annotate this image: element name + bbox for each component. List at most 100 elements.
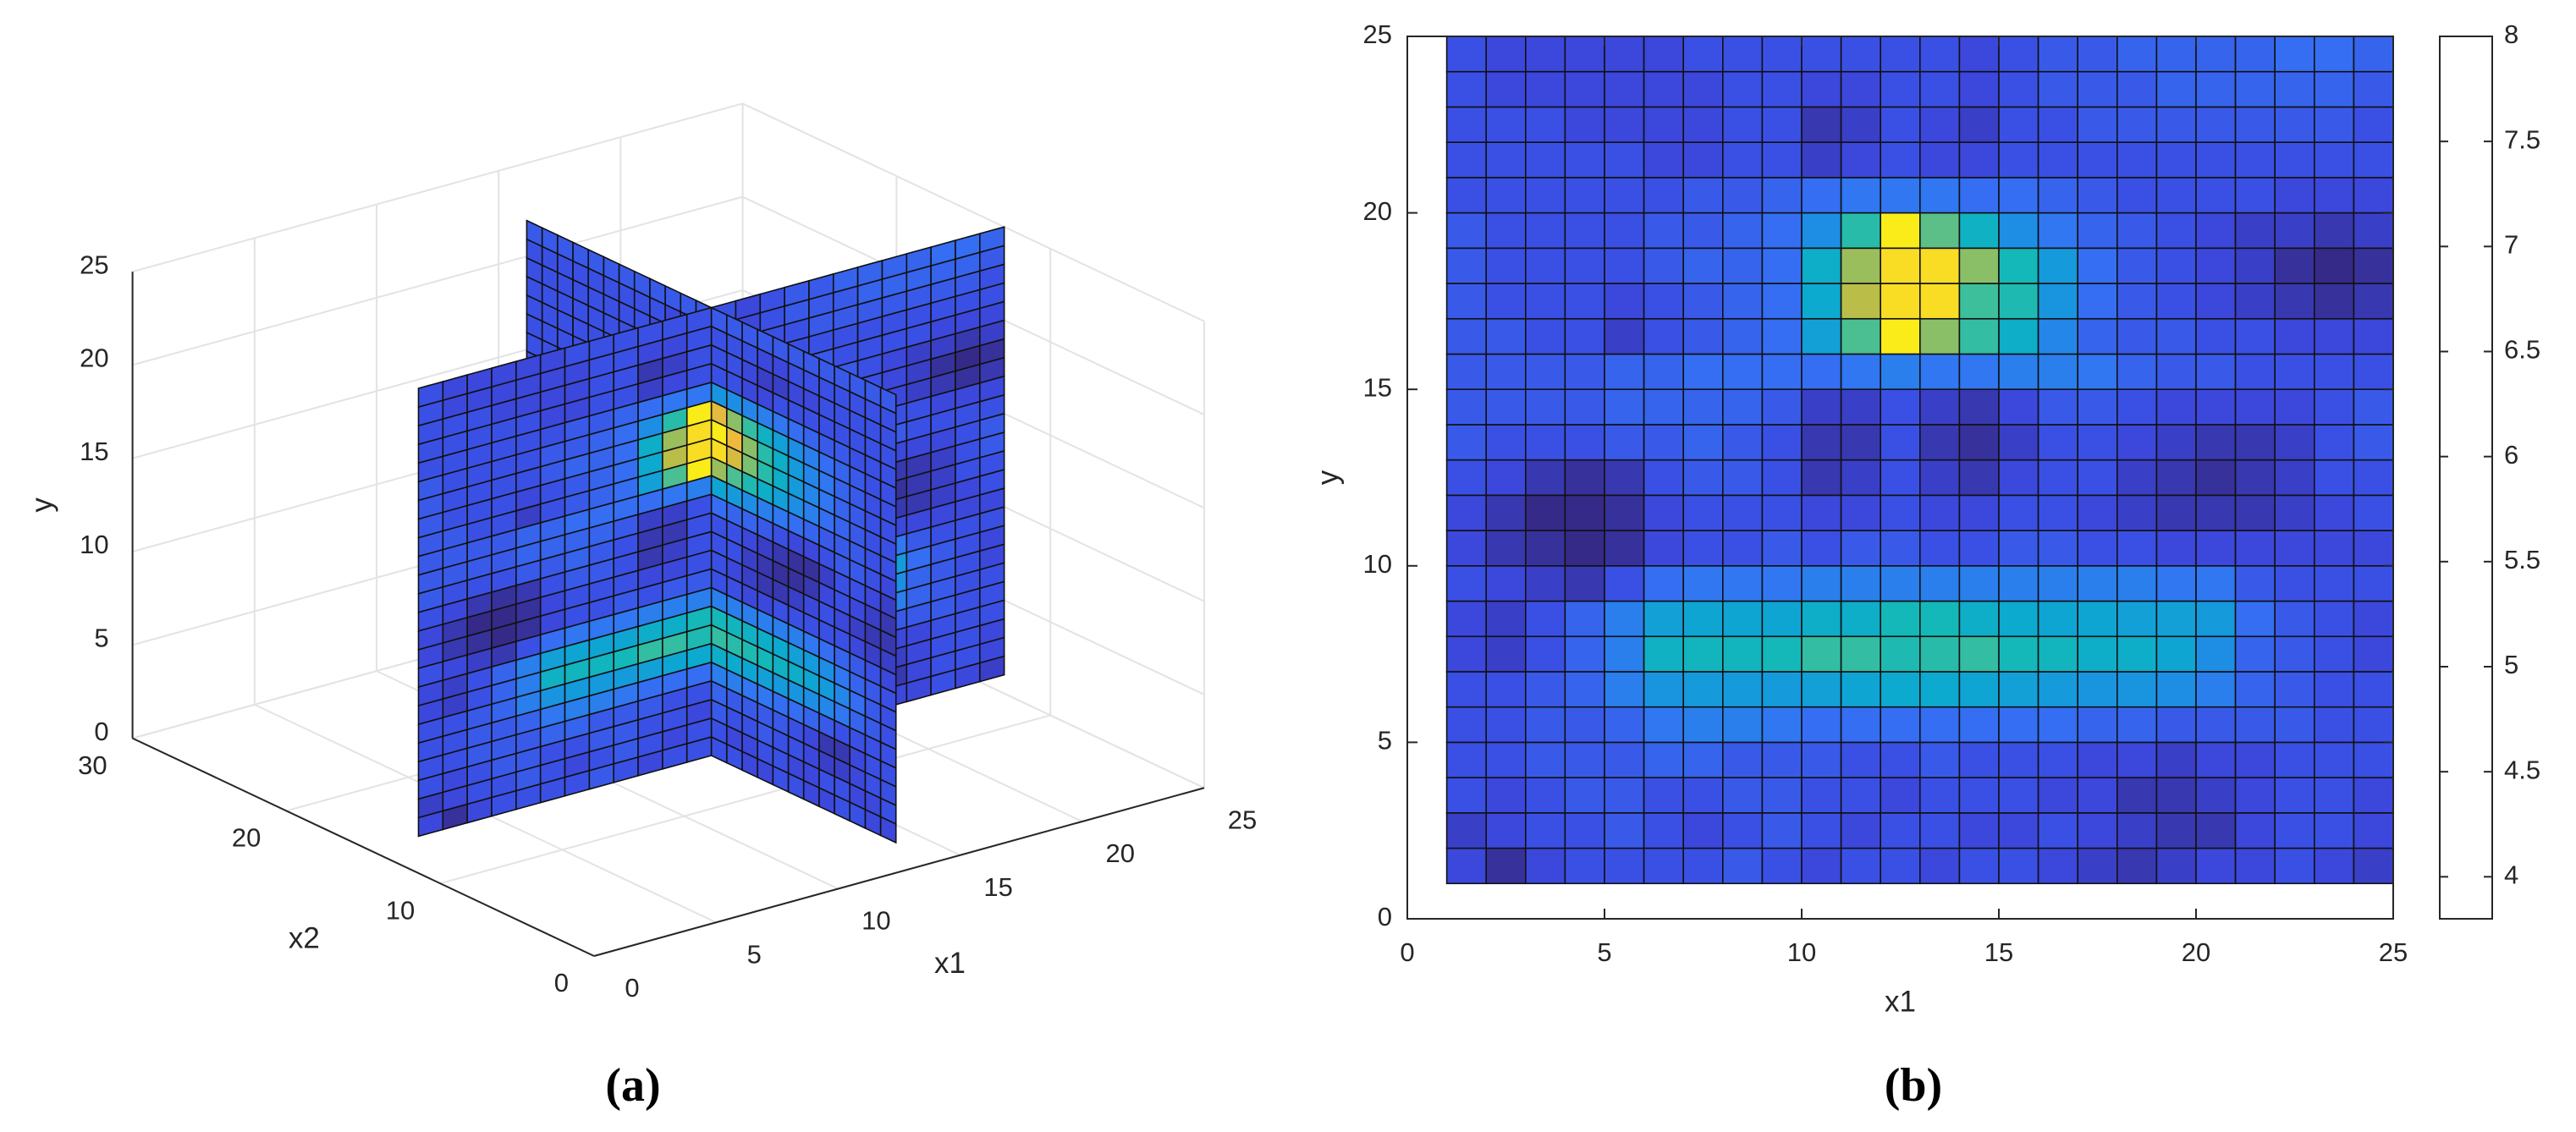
heatmap-cell <box>1761 600 1803 638</box>
heatmap-cell <box>2353 317 2394 355</box>
heatmap-cell <box>2155 212 2197 250</box>
heatmap-cell <box>1761 706 1803 744</box>
heatmap-cell <box>1682 141 1724 179</box>
heatmap-cell <box>1840 106 1882 143</box>
heatmap-cell <box>2116 741 2158 778</box>
heatmap-cell <box>2116 388 2158 426</box>
heatmap-cell <box>2195 317 2237 355</box>
heatmap-cell <box>1919 812 1961 849</box>
colorbar-tick-label: 5.5 <box>2504 545 2540 574</box>
heatmap-cell <box>1919 353 1961 391</box>
heatmap-cell <box>1919 36 1961 73</box>
heatmap-cell <box>1643 847 1684 885</box>
heatmap-cell <box>2116 36 2158 73</box>
heatmap-cell <box>1880 494 1921 531</box>
heatmap-cell <box>1604 847 1645 885</box>
heatmap-cell <box>2077 317 2118 355</box>
heatmap-cell <box>1485 106 1527 143</box>
heatmap-cell <box>1761 777 1803 814</box>
heatmap-cell <box>1525 635 1566 673</box>
heatmap-cell <box>2155 36 2197 73</box>
heatmap-cell <box>1880 424 1921 461</box>
heatmap-cell <box>1525 317 1566 355</box>
heatmap-cell <box>1445 777 1487 814</box>
heatmap-cell <box>2116 141 2158 179</box>
heatmap-cell <box>2353 671 2394 708</box>
heatmap-cell <box>2077 741 2118 778</box>
heatmap-cell <box>2155 671 2197 708</box>
heatmap-cell <box>1643 106 1684 143</box>
heatmap-cell <box>2274 671 2315 708</box>
heatmap-cell <box>1880 530 1921 567</box>
heatmap-cell <box>1564 741 1605 778</box>
caption: (a) <box>605 1059 660 1112</box>
heatmap-cell <box>1761 177 1803 214</box>
heatmap-cell <box>1445 812 1487 849</box>
heatmap-cell <box>2353 459 2394 497</box>
heatmap-cell <box>1840 317 1882 355</box>
heatmap-cell <box>1525 36 1566 73</box>
heatmap-cell <box>1998 600 2039 638</box>
heatmap-cell <box>1840 353 1882 391</box>
heatmap-cell <box>1643 812 1684 849</box>
heatmap-cell <box>1722 494 1764 531</box>
heatmap-cell <box>2037 564 2079 602</box>
heatmap-cell <box>1604 317 1645 355</box>
heatmap-cell <box>2155 494 2197 531</box>
heatmap-cell <box>1840 212 1882 250</box>
y-tick-label: 10 <box>386 895 415 925</box>
heatmap-cell <box>1958 247 2000 284</box>
heatmap-cell <box>1919 741 1961 778</box>
heatmap-cell <box>2037 353 2079 391</box>
heatmap-cell <box>2195 494 2237 531</box>
heatmap-cell <box>2155 812 2197 849</box>
heatmap-cell <box>1958 847 2000 885</box>
heatmap-cell <box>1958 459 2000 497</box>
heatmap-cell <box>2155 70 2197 108</box>
heatmap-cell <box>1682 317 1724 355</box>
slice-cell <box>526 219 543 248</box>
heatmap-cell <box>2155 564 2197 602</box>
y-tick-label: 20 <box>1363 196 1392 226</box>
heatmap-cell <box>1801 671 1842 708</box>
heatmap-cell <box>1643 564 1684 602</box>
heatmap-cell <box>1998 36 2039 73</box>
heatmap-cell <box>1682 247 1724 284</box>
heatmap-cell <box>1998 530 2039 567</box>
z-axis-label: y <box>25 497 58 513</box>
heatmap-cell <box>1958 564 2000 602</box>
x-tick-label: 20 <box>1106 838 1135 868</box>
heatmap-cell <box>1958 600 2000 638</box>
heatmap-cell <box>2195 36 2237 73</box>
heatmap-cell <box>1801 777 1842 814</box>
heatmap-cell <box>1445 353 1487 391</box>
heatmap-cell <box>1564 106 1605 143</box>
heatmap-cell <box>1643 283 1684 320</box>
heatmap-cell <box>1761 671 1803 708</box>
heatmap-cell <box>1445 459 1487 497</box>
heatmap-cell <box>1761 106 1803 143</box>
heatmap-cell <box>2155 847 2197 885</box>
heatmap-cell <box>1643 600 1684 638</box>
heatmap-cell <box>2314 777 2355 814</box>
heatmap-cell <box>1643 459 1684 497</box>
heatmap-cell <box>2116 106 2158 143</box>
heatmap-cell <box>1485 424 1527 461</box>
heatmap-cell <box>1722 177 1764 214</box>
heatmap-cell <box>2195 247 2237 284</box>
heatmap-cell <box>1604 177 1645 214</box>
heatmap-cell <box>1485 494 1527 531</box>
heatmap-cell <box>1958 494 2000 531</box>
heatmap-cell <box>1604 600 1645 638</box>
heatmap-cell <box>2314 141 2355 179</box>
heatmap-cell <box>1880 283 1921 320</box>
heatmap-cell <box>1880 353 1921 391</box>
heatmap-cell <box>1801 212 1842 250</box>
heatmap-cell <box>2195 706 2237 744</box>
heatmap-cell <box>1643 424 1684 461</box>
heatmap-cell <box>1604 36 1645 73</box>
heatmap-cell <box>2195 424 2237 461</box>
heatmap-cell <box>1958 177 2000 214</box>
heatmap-cell <box>2353 70 2394 108</box>
heatmap-cell <box>2155 106 2197 143</box>
